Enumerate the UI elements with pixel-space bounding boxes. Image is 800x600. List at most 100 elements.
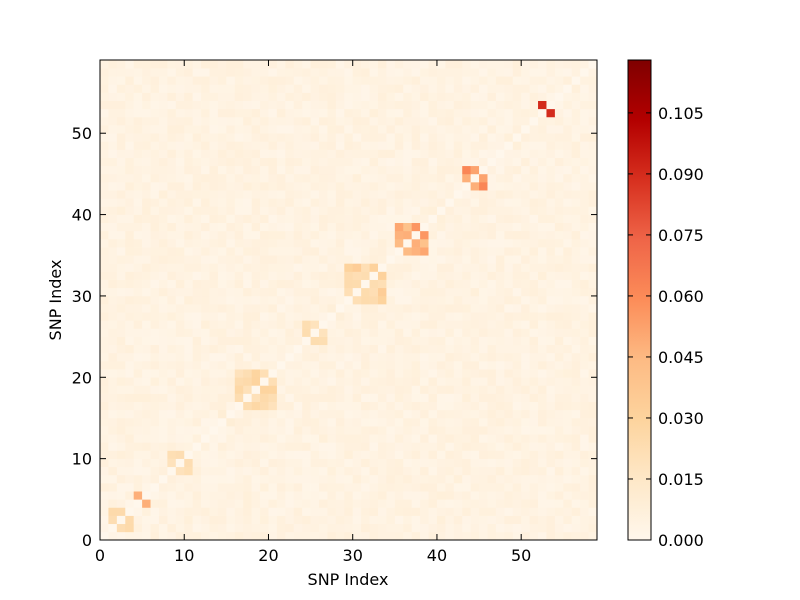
heatmap-cell	[319, 304, 328, 313]
heatmap-cell	[285, 417, 295, 427]
heatmap-cell	[546, 190, 556, 199]
heatmap-cell	[192, 125, 202, 134]
heatmap-cell	[428, 401, 438, 411]
heatmap-cell	[175, 328, 185, 337]
heatmap-cell	[554, 238, 564, 248]
heatmap-cell	[226, 393, 236, 402]
heatmap-cell	[276, 190, 286, 199]
heatmap-cell	[487, 149, 497, 158]
heatmap-cell	[445, 393, 455, 402]
heatmap-cell	[403, 182, 412, 191]
heatmap-cell	[268, 100, 278, 110]
heatmap-cell	[403, 344, 412, 354]
heatmap-cell	[302, 377, 311, 386]
heatmap-cell	[554, 198, 564, 207]
heatmap-cell	[327, 255, 337, 264]
heatmap-cell	[436, 491, 446, 500]
heatmap-cell	[125, 401, 134, 411]
heatmap-cell	[108, 255, 118, 264]
heatmap-cell	[175, 165, 185, 175]
heatmap-cell	[285, 352, 295, 362]
heatmap-cell	[546, 60, 556, 69]
heatmap-cell	[100, 385, 109, 394]
heatmap-cell	[217, 417, 227, 427]
heatmap-cell	[192, 84, 202, 93]
heatmap-cell	[285, 108, 295, 118]
heatmap-cell	[335, 149, 345, 158]
heatmap-cell	[487, 116, 497, 126]
heatmap-cell	[411, 230, 421, 240]
heatmap-cell	[352, 344, 362, 354]
heatmap-cell	[276, 271, 286, 280]
heatmap-cell	[226, 507, 236, 516]
heatmap-cell	[420, 515, 429, 525]
heatmap-cell	[209, 295, 219, 305]
heatmap-cell	[310, 336, 320, 346]
heatmap-cell	[588, 222, 598, 232]
heatmap-cell	[184, 279, 193, 289]
heatmap-cell	[361, 190, 370, 199]
heatmap-cell	[462, 377, 471, 386]
heatmap-cell	[352, 92, 362, 101]
heatmap-cell	[386, 295, 396, 305]
heatmap-cell	[108, 60, 118, 69]
heatmap-cell	[142, 466, 151, 476]
heatmap-cell	[175, 222, 185, 232]
heatmap-cell	[504, 182, 514, 191]
heatmap-cell	[504, 198, 514, 207]
heatmap-cell	[470, 182, 480, 191]
heatmap-cell	[571, 344, 581, 354]
heatmap-cell	[175, 499, 185, 508]
heatmap-cell	[100, 92, 109, 101]
heatmap-cell	[201, 149, 210, 158]
heatmap-cell	[377, 133, 387, 142]
heatmap-cell	[462, 474, 471, 484]
heatmap-cell	[285, 336, 295, 346]
heatmap-cell	[243, 133, 252, 142]
heatmap-cell	[529, 68, 539, 77]
heatmap-cell	[158, 507, 168, 516]
heatmap-cell	[327, 84, 337, 93]
heatmap-cell	[209, 531, 219, 541]
heatmap-cell	[150, 320, 160, 329]
heatmap-cell	[201, 263, 210, 272]
heatmap-cell	[403, 312, 412, 321]
heatmap-cell	[302, 523, 311, 533]
heatmap-cell	[201, 92, 210, 101]
heatmap-cell	[563, 474, 573, 484]
heatmap-cell	[226, 173, 236, 183]
heatmap-cell	[470, 499, 480, 508]
heatmap-cell	[175, 92, 185, 101]
heatmap-cell	[276, 458, 286, 468]
heatmap-cell	[453, 434, 463, 443]
heatmap-cell	[411, 279, 421, 289]
heatmap-cell	[108, 222, 118, 232]
heatmap-cell	[158, 214, 168, 224]
heatmap-cell	[495, 271, 505, 280]
heatmap-cell	[285, 483, 295, 492]
heatmap-cell	[142, 206, 151, 215]
heatmap-cell	[411, 336, 421, 346]
heatmap-cell	[276, 165, 286, 175]
heatmap-cell	[335, 100, 345, 110]
heatmap-cell	[521, 182, 530, 191]
heatmap-cell	[251, 377, 261, 386]
heatmap-cell	[260, 125, 269, 134]
heatmap-cell	[226, 60, 236, 69]
heatmap-cell	[377, 393, 387, 402]
heatmap-cell	[369, 312, 379, 321]
heatmap-cell	[369, 60, 379, 69]
heatmap-cell	[192, 116, 202, 126]
heatmap-cell	[394, 157, 404, 167]
heatmap-cell	[529, 515, 539, 525]
heatmap-cell	[226, 108, 236, 118]
heatmap-cell	[563, 287, 573, 297]
heatmap-cell	[133, 417, 143, 427]
heatmap-cell	[369, 125, 379, 134]
heatmap-cell	[479, 336, 488, 346]
heatmap-cell	[377, 344, 387, 354]
heatmap-cell	[420, 230, 429, 240]
heatmap-cell	[462, 295, 471, 305]
heatmap-cell	[133, 295, 143, 305]
heatmap-cell	[158, 336, 168, 346]
